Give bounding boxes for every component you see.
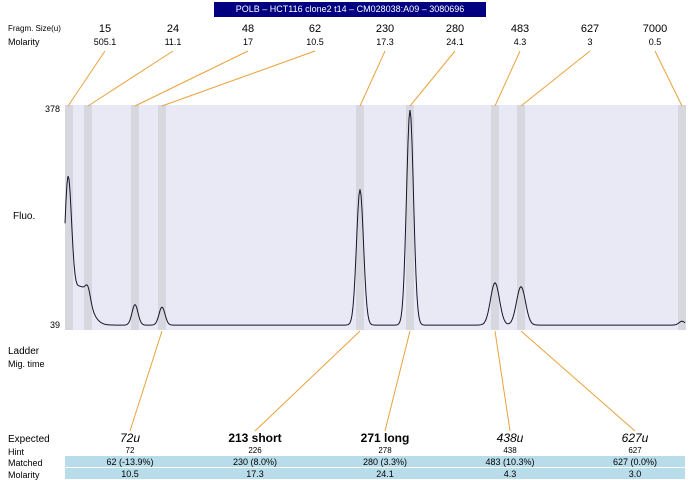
- matched-molarity: 24.1: [376, 469, 394, 479]
- fragment-size-axis-label: Fragm. Size(u): [8, 24, 61, 33]
- y-axis-min: 39: [49, 320, 60, 330]
- match-column-627u: 627u 627 627 (0.0%) 3.0: [613, 432, 657, 480]
- migration-time-axis-label: Mig. time: [8, 359, 45, 369]
- matched-row-background: [65, 456, 685, 467]
- hint-value: 271 long: [360, 431, 410, 445]
- hint-row-label: Hint: [8, 447, 25, 457]
- hint-value: 627u: [621, 431, 649, 445]
- match-connector-line: [494, 330, 511, 432]
- peak-size-label: 62: [308, 23, 322, 35]
- peak-label-48: 48 17: [242, 23, 254, 47]
- hint-value: 213 short: [228, 431, 282, 445]
- peak-label-62: 62 10.5: [306, 23, 324, 47]
- matched-row-label: Matched: [8, 458, 43, 468]
- peak-size-label: 230: [375, 23, 395, 35]
- label-connector-line: [409, 50, 456, 107]
- molarity-row-background: [65, 468, 685, 479]
- match-column-213-short: 213 short 226 230 (8.0%) 17.3: [228, 432, 281, 480]
- expected-row-label: Expected: [8, 434, 50, 445]
- peak-molarity-label: 17: [242, 37, 253, 47]
- matched-molarity: 17.3: [246, 469, 264, 479]
- matched-molarity: 4.3: [503, 469, 517, 479]
- label-connector-line: [87, 50, 174, 107]
- peak-size-label: 7000: [642, 23, 668, 35]
- peak-label-483: 483 4.3: [511, 23, 529, 47]
- expected-size: 278: [378, 446, 392, 455]
- y-axis-max: 378: [44, 104, 60, 114]
- expected-size: 72: [125, 446, 135, 455]
- matched-value: 280 (3.3%): [362, 457, 408, 467]
- peak-size-label: 24: [166, 23, 180, 35]
- matched-value: 627 (0.0%): [612, 457, 658, 467]
- match-column-438u: 438u 438 483 (10.3%) 4.3: [485, 432, 534, 480]
- matched-value: 483 (10.3%): [485, 457, 535, 467]
- expected-size: 438: [503, 446, 517, 455]
- label-connector-line: [520, 50, 591, 107]
- matched-value: 62 (-13.9%): [106, 457, 154, 467]
- label-connector-line: [161, 50, 316, 107]
- window-title: POLB – HCT116 clone2 t14 – CM028038:A09 …: [214, 2, 486, 17]
- electropherogram-plot[interactable]: [65, 105, 685, 330]
- fluorescence-axis-label: Fluo.: [13, 211, 36, 222]
- peak-label-280: 280 24.1: [446, 23, 464, 47]
- peak-molarity-label: 17.3: [376, 37, 394, 47]
- peak-label-627: 627 3: [581, 23, 599, 47]
- peak-molarity-label: 3: [587, 37, 593, 47]
- peak-label-24: 24 11.1: [165, 23, 182, 47]
- peak-molarity-label: 11.1: [164, 37, 182, 47]
- peak-label-15: 15 505.1: [94, 23, 117, 47]
- peak-size-label: 15: [98, 23, 112, 35]
- expected-size: 627: [628, 446, 642, 455]
- molarity-row-label: Molarity: [8, 470, 40, 480]
- match-connector-line: [254, 330, 361, 432]
- matched-molarity: 3.0: [628, 469, 642, 479]
- peak-size-label: 483: [510, 23, 530, 35]
- peak-label-7000: 7000 0.5: [643, 23, 667, 47]
- match-connector-line: [384, 330, 411, 432]
- molarity-axis-label: Molarity: [8, 37, 40, 47]
- match-connector-line: [129, 330, 163, 432]
- peak-size-label: 48: [241, 23, 255, 35]
- match-column-271-long: 271 long 278 280 (3.3%) 24.1: [361, 432, 410, 480]
- peak-size-label: 280: [445, 23, 465, 35]
- label-connector-line: [67, 50, 106, 107]
- label-connector-line: [134, 50, 249, 107]
- peak-molarity-label: 10.5: [306, 37, 324, 47]
- ladder-label: Ladder: [8, 346, 40, 357]
- hint-value: 72u: [119, 431, 141, 445]
- hint-value: 438u: [496, 431, 524, 445]
- matched-value: 230 (8.0%): [232, 457, 278, 467]
- match-connector-line: [520, 330, 636, 432]
- peak-molarity-label: 505.1: [93, 37, 117, 47]
- peak-molarity-label: 4.3: [513, 37, 527, 47]
- peak-molarity-label: 0.5: [648, 37, 662, 47]
- label-connector-line: [494, 50, 521, 107]
- peak-label-230: 230 17.3: [376, 23, 394, 47]
- match-column-72u: 72u 72 62 (-13.9%) 10.5: [106, 432, 153, 480]
- peak-size-label: 627: [580, 23, 600, 35]
- expected-size: 226: [248, 446, 262, 455]
- peak-molarity-label: 24.1: [446, 37, 464, 47]
- label-connector-line: [359, 50, 386, 107]
- label-connector-line: [654, 50, 683, 107]
- matched-molarity: 10.5: [121, 469, 139, 479]
